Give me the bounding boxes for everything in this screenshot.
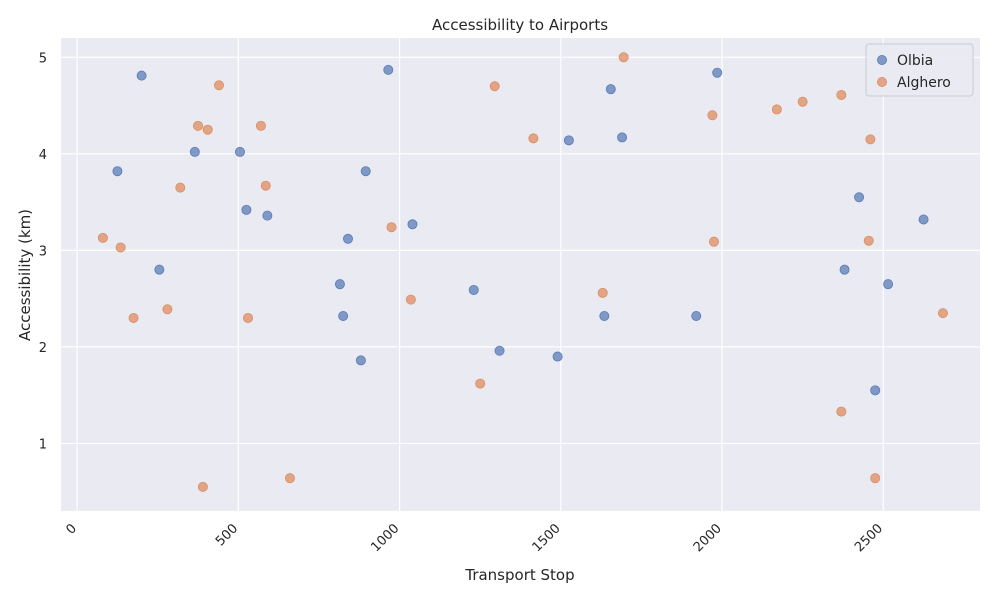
legend-marker (877, 77, 888, 88)
data-point (797, 96, 808, 107)
y-tick-label: 5 (39, 51, 47, 66)
y-tick-label: 1 (39, 437, 47, 452)
data-point (489, 81, 500, 92)
data-point (528, 133, 539, 144)
x-tick-label: 1500 (530, 521, 564, 555)
x-tick-label: 2500 (852, 521, 886, 555)
legend-label: Olbia (897, 53, 933, 69)
data-point (284, 473, 295, 484)
data-point (255, 120, 266, 131)
data-point (97, 232, 108, 243)
data-point (552, 351, 563, 362)
data-point (360, 166, 371, 177)
data-point (712, 67, 723, 78)
data-point (260, 180, 271, 191)
chart-title: Accessibility to Airports (432, 16, 608, 34)
data-point (865, 134, 876, 145)
data-point (243, 312, 254, 323)
data-point (162, 304, 173, 315)
data-point (618, 52, 629, 63)
data-point (870, 385, 881, 396)
data-points (97, 52, 948, 492)
data-point (405, 294, 416, 305)
data-point (115, 242, 126, 253)
y-tick-label: 4 (39, 148, 47, 163)
data-point (112, 166, 123, 177)
x-tick-label: 2000 (691, 521, 725, 555)
data-point (771, 104, 782, 115)
data-point (494, 345, 505, 356)
x-axis-ticks: 0 500 1000 1500 2000 2500 (63, 521, 886, 555)
x-tick-label: 500 (213, 521, 241, 549)
data-point (338, 311, 349, 322)
data-point (883, 279, 894, 290)
data-point (136, 70, 147, 81)
data-point (597, 287, 608, 298)
data-point (189, 146, 200, 157)
data-point (839, 264, 850, 275)
series-olbia (112, 64, 929, 396)
y-axis-label: Accessibility (km) (16, 209, 34, 341)
data-point (234, 146, 245, 157)
data-point (708, 236, 719, 247)
data-point (836, 406, 847, 417)
data-point (617, 132, 628, 143)
legend: Olbia Alghero (865, 43, 974, 97)
data-point (355, 355, 366, 366)
data-point (599, 311, 610, 322)
plot-area (61, 38, 980, 511)
grid-lines (61, 38, 980, 511)
series-alghero (97, 52, 948, 492)
data-point (342, 233, 353, 244)
data-point (197, 481, 208, 492)
x-tick-label: 0 (63, 521, 79, 537)
data-point (918, 214, 929, 225)
data-point (691, 311, 702, 322)
legend-box (865, 43, 974, 97)
x-axis-label: Transport Stop (464, 566, 574, 584)
data-point (175, 182, 186, 193)
x-tick-label: 1000 (368, 521, 402, 555)
data-point (214, 80, 225, 91)
data-point (128, 312, 139, 323)
y-tick-label: 2 (39, 341, 47, 356)
y-tick-label: 3 (39, 244, 47, 259)
data-point (241, 204, 252, 215)
data-point (836, 89, 847, 100)
data-point (202, 124, 213, 135)
data-point (383, 64, 394, 75)
data-point (605, 84, 616, 95)
data-point (475, 378, 486, 389)
data-point (386, 222, 397, 233)
data-point (937, 308, 948, 319)
data-point (407, 219, 418, 230)
data-point (563, 135, 574, 146)
data-point (334, 279, 345, 290)
legend-label: Alghero (897, 75, 951, 91)
data-point (468, 284, 479, 295)
data-point (854, 192, 865, 203)
data-point (870, 473, 881, 484)
data-point (154, 264, 165, 275)
y-axis-ticks: 1 2 3 4 5 (39, 51, 47, 452)
legend-marker (877, 55, 888, 66)
data-point (193, 120, 204, 131)
data-point (707, 110, 718, 121)
data-point (863, 235, 874, 246)
data-point (262, 210, 273, 221)
